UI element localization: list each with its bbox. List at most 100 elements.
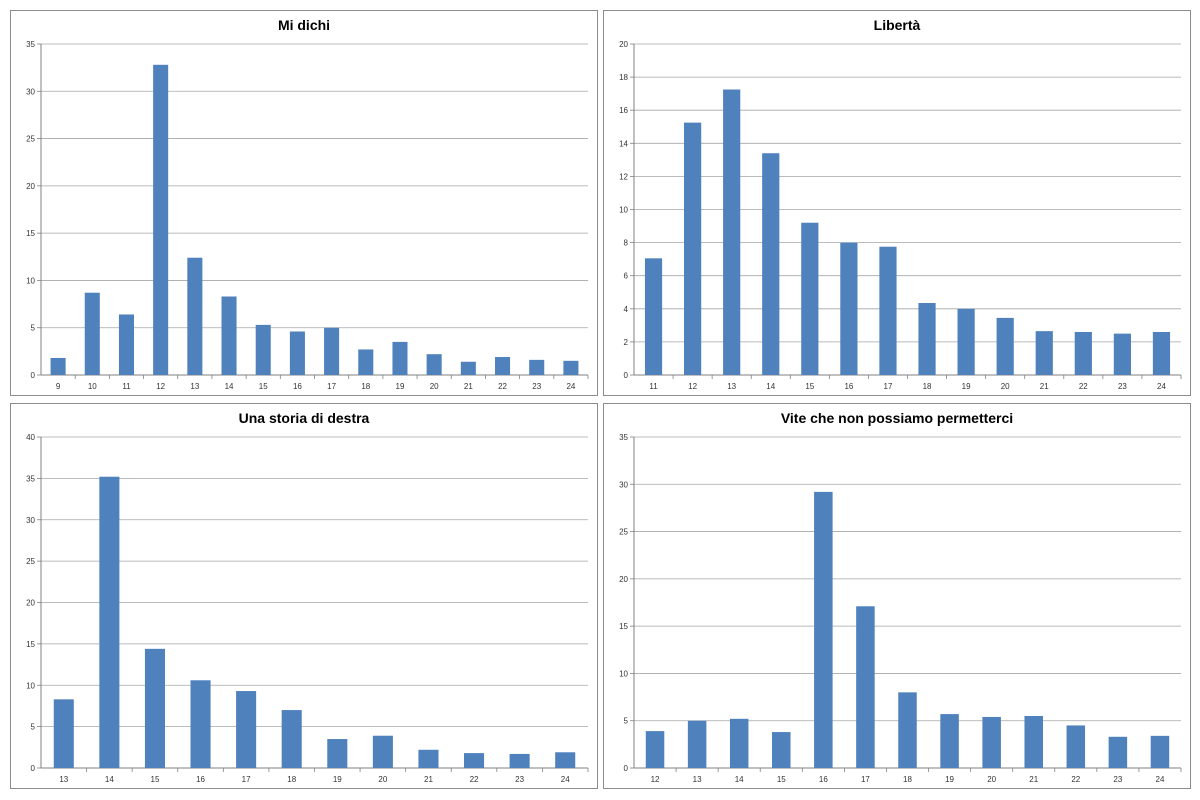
- x-tick-label: 24: [561, 775, 570, 784]
- x-tick-label: 11: [649, 382, 658, 391]
- x-tick-label: 16: [819, 775, 828, 784]
- x-tick-label: 24: [566, 382, 575, 391]
- y-tick-label: 0: [31, 764, 36, 773]
- bar: [762, 153, 780, 375]
- bar: [255, 324, 271, 375]
- y-tick-label: 5: [31, 723, 36, 732]
- x-tick-label: 19: [333, 775, 342, 784]
- bar: [1152, 331, 1171, 375]
- bar: [418, 749, 439, 768]
- x-tick-label: 15: [777, 775, 786, 784]
- bar: [814, 491, 833, 768]
- chart-plot: 0 5 10 15 20 25 30 35 9 10 11 12 13 14 15 16 17 18 19 20 21 2…: [26, 40, 589, 391]
- bar: [879, 246, 897, 375]
- x-tick-label: 10: [88, 382, 97, 391]
- y-tick-label: 15: [619, 622, 628, 631]
- bar: [801, 222, 819, 375]
- x-tick-label: 14: [225, 382, 234, 391]
- bar: [460, 361, 476, 375]
- x-tick-label: 14: [735, 775, 744, 784]
- x-tick-label: 23: [1113, 775, 1122, 784]
- x-tick-label: 17: [884, 382, 893, 391]
- y-tick-label: 16: [619, 106, 628, 115]
- y-tick-label: 12: [619, 172, 628, 181]
- bar: [840, 242, 858, 375]
- y-tick-label: 30: [26, 516, 35, 525]
- x-tick-label: 14: [766, 382, 775, 391]
- bar: [856, 606, 875, 768]
- x-tick-label: 13: [59, 775, 68, 784]
- x-tick-label: 22: [1071, 775, 1080, 784]
- y-tick-label: 25: [619, 528, 628, 537]
- y-tick-label: 30: [26, 87, 35, 96]
- x-tick-label: 19: [396, 382, 405, 391]
- x-tick-label: 17: [327, 382, 336, 391]
- x-tick-label: 17: [861, 775, 870, 784]
- bar: [84, 292, 100, 375]
- x-tick-label: 21: [1040, 382, 1049, 391]
- bar: [118, 314, 134, 375]
- chart-panel-mi-dichi: Mi dichi 0 5 10 15 20 25 30 35 9 10 11 12 13 14 15 16 17…: [10, 10, 598, 396]
- bar: [555, 752, 576, 768]
- x-tick-label: 11: [122, 382, 131, 391]
- bar: [644, 258, 663, 375]
- bar: [464, 753, 485, 768]
- y-tick-label: 2: [624, 338, 629, 347]
- y-tick-label: 25: [26, 135, 35, 144]
- bar: [281, 710, 302, 768]
- bar: [996, 317, 1014, 375]
- y-tick-label: 0: [624, 764, 629, 773]
- x-tick-label: 20: [430, 382, 439, 391]
- bar: [99, 476, 120, 768]
- x-tick-label: 23: [532, 382, 541, 391]
- bar: [509, 753, 530, 768]
- y-tick-label: 10: [26, 276, 35, 285]
- y-tick-label: 14: [619, 139, 628, 148]
- x-tick-label: 15: [805, 382, 814, 391]
- bar: [236, 691, 257, 768]
- y-tick-label: 0: [624, 371, 629, 380]
- x-tick-label: 24: [1157, 382, 1166, 391]
- x-tick-label: 16: [844, 382, 853, 391]
- bar: [372, 735, 393, 768]
- y-tick-label: 35: [619, 433, 628, 442]
- bar: [529, 359, 545, 375]
- x-tick-label: 20: [1001, 382, 1010, 391]
- bar: [957, 308, 975, 375]
- chart-title: Libertà: [873, 17, 921, 33]
- chart-plot: 0 5 10 15 20 25 30 35 12 13 14 15 16 17 18 19 20 21 22 23 24: [619, 433, 1182, 784]
- chart-title: Vite che non possiamo permetterci: [780, 410, 1014, 426]
- bar: [324, 327, 340, 375]
- y-tick-label: 0: [31, 371, 36, 380]
- y-tick-label: 20: [26, 599, 35, 608]
- y-tick-label: 10: [26, 681, 35, 690]
- x-tick-label: 19: [962, 382, 971, 391]
- x-tick-label: 12: [156, 382, 165, 391]
- bar: [918, 303, 936, 375]
- bar: [940, 714, 959, 768]
- x-tick-label: 19: [945, 775, 954, 784]
- x-tick-label: 16: [293, 382, 302, 391]
- bar: [772, 732, 791, 768]
- y-tick-label: 20: [619, 575, 628, 584]
- y-tick-label: 35: [26, 40, 35, 49]
- y-tick-label: 25: [26, 557, 35, 566]
- y-tick-label: 5: [31, 324, 36, 333]
- bar: [50, 357, 66, 375]
- bar: [1066, 725, 1086, 768]
- x-tick-label: 22: [498, 382, 507, 391]
- bar: [1074, 331, 1092, 375]
- bar: [495, 357, 511, 375]
- bar: [1113, 333, 1131, 375]
- y-tick-label: 10: [619, 669, 628, 678]
- x-tick-label: 13: [727, 382, 736, 391]
- x-tick-label: 21: [1029, 775, 1038, 784]
- bar: [729, 718, 749, 768]
- y-tick-label: 10: [619, 206, 628, 215]
- bar: [190, 680, 211, 768]
- x-tick-label: 18: [287, 775, 296, 784]
- bar: [289, 331, 305, 375]
- y-tick-label: 40: [26, 433, 35, 442]
- x-tick-label: 13: [693, 775, 702, 784]
